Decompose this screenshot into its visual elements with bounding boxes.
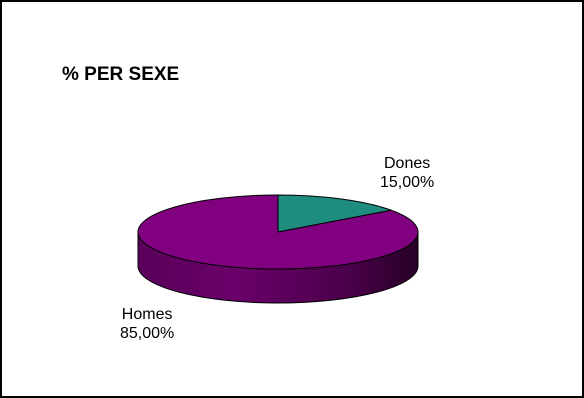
pie-slice-homes [137,194,419,270]
slice-percent-dones: 15,00% [380,174,435,191]
slice-name-homes: Homes [121,306,173,323]
pie-tops [137,194,419,270]
slice-name-dones: Dones [384,155,431,172]
slice-label-dones: Dones 15,00% [380,154,434,192]
slice-label-homes: Homes 85,00% [120,305,174,343]
pie-slice-dones [277,194,392,233]
slice-percent-homes: 85,00% [120,325,175,342]
chart-title: % PER SEXE [62,64,180,85]
